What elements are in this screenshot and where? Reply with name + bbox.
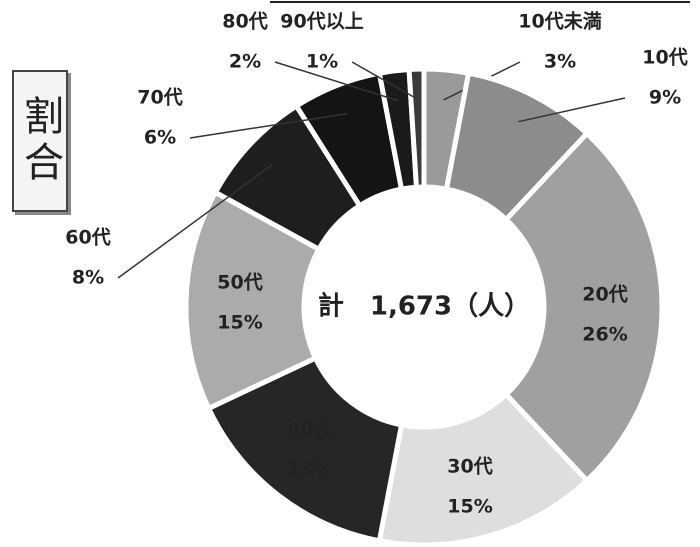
segment-value: 8% [72, 267, 104, 289]
leader-line [189, 112, 348, 139]
center-label: 計 1,673（人） [318, 291, 530, 322]
donut-segment [406, 66, 427, 190]
leader-line [274, 61, 399, 102]
donut-segment [205, 354, 405, 544]
donut-segment [183, 188, 323, 412]
segment-name: 80代 [222, 11, 267, 33]
segment-value: 6% [144, 127, 176, 149]
leader-line [351, 61, 418, 100]
segment-value: 15% [447, 496, 492, 518]
segment-value: 15% [287, 459, 332, 481]
segment-value: 9% [649, 87, 681, 109]
segment-name: 20代 [582, 284, 627, 306]
donut-segment [376, 390, 591, 547]
segment-value: 2% [229, 51, 261, 73]
segment-value: 26% [582, 324, 627, 346]
chart-title: 割合 [12, 70, 68, 212]
segment-name: 60代 [65, 227, 110, 249]
segment-name: 40代 [287, 419, 332, 441]
leader-line [518, 97, 626, 123]
segment-name: 30代 [447, 456, 492, 478]
leader-line [117, 164, 273, 279]
segment-value: 15% [217, 312, 262, 334]
segment-name: 10代未満 [518, 10, 601, 33]
segment-name: 90代以上 [280, 11, 363, 33]
segment-name: 50代 [217, 272, 262, 294]
segment-name: 70代 [137, 87, 182, 109]
segment-name: 10代 [642, 47, 687, 69]
segment-value: 3% [544, 51, 576, 73]
segment-value: 1% [306, 51, 338, 73]
donut-segment [502, 129, 665, 485]
